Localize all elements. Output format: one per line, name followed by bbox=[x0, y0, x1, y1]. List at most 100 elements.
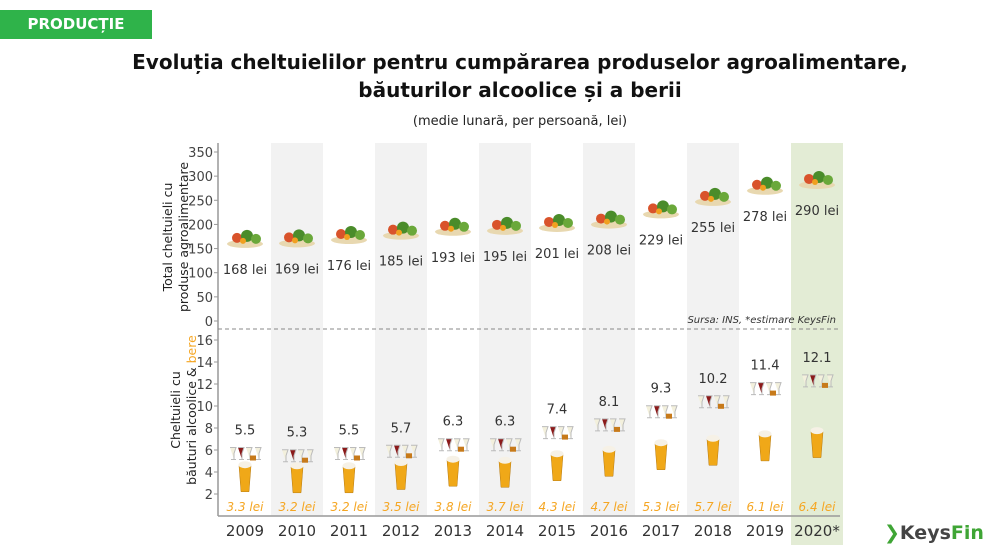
alcohol-glasses-icon bbox=[386, 444, 393, 458]
beer-foam-icon bbox=[290, 462, 304, 470]
food-basket-icon bbox=[303, 233, 313, 244]
alcohol-glasses-icon bbox=[406, 453, 412, 459]
x-tick-label: 2014 bbox=[486, 522, 524, 540]
alcohol-glasses-icon bbox=[255, 447, 262, 460]
alcohol-glasses-icon bbox=[822, 382, 828, 388]
beer-glass-icon bbox=[550, 454, 564, 481]
alcohol-glasses-icon bbox=[359, 447, 366, 460]
beer-foam-icon bbox=[238, 461, 252, 469]
food-basket-icon bbox=[604, 218, 610, 225]
food-value-label: 290 lei bbox=[795, 204, 839, 219]
beer-glass-icon bbox=[498, 461, 512, 488]
y-tick-bottom: 6 bbox=[205, 444, 213, 459]
y-tick-top: 100 bbox=[188, 267, 213, 282]
beer-glass-icon bbox=[238, 465, 252, 492]
alcohol-glasses-icon bbox=[654, 405, 661, 419]
y-tick-top: 50 bbox=[196, 291, 213, 306]
y-tick-top: 350 bbox=[188, 146, 213, 161]
alcohol-glasses-icon bbox=[342, 447, 349, 460]
beer-value-label: 6.1 lei bbox=[747, 500, 785, 514]
beer-foam-icon bbox=[706, 434, 720, 442]
alcohol-value-label: 7.4 bbox=[547, 403, 568, 418]
food-basket-icon bbox=[292, 237, 298, 244]
alcohol-glasses-icon bbox=[438, 438, 445, 452]
alcohol-glasses-icon bbox=[775, 382, 782, 396]
alcohol-glasses-icon bbox=[827, 374, 834, 388]
section-badge: PRODUCȚIE bbox=[0, 10, 152, 39]
alcohol-value-label: 6.3 bbox=[495, 415, 516, 430]
alcohol-value-label: 8.1 bbox=[599, 395, 620, 410]
beer-foam-icon bbox=[446, 455, 460, 463]
alcohol-glasses-icon bbox=[238, 447, 245, 460]
alcohol-glasses-icon bbox=[706, 395, 713, 409]
beer-glass-icon bbox=[342, 466, 356, 494]
food-basket-icon bbox=[511, 220, 521, 231]
food-value-label: 208 lei bbox=[587, 244, 631, 259]
beer-foam-icon bbox=[498, 456, 512, 464]
alcohol-glasses-icon bbox=[614, 426, 620, 432]
alcohol-value-label: 9.3 bbox=[651, 382, 672, 397]
alcohol-glasses-icon bbox=[698, 395, 705, 409]
food-basket-icon bbox=[804, 173, 814, 184]
food-value-label: 255 lei bbox=[691, 221, 735, 236]
food-basket-icon bbox=[284, 232, 294, 243]
alcohol-glasses-icon bbox=[510, 446, 516, 452]
beer-foam-icon bbox=[550, 450, 564, 458]
beer-value-label: 3.2 lei bbox=[331, 500, 369, 514]
food-basket-icon bbox=[596, 213, 606, 224]
food-basket-icon bbox=[500, 224, 506, 231]
food-basket-icon bbox=[552, 221, 558, 228]
alcohol-glasses-icon bbox=[282, 449, 289, 463]
food-basket-icon bbox=[648, 203, 658, 214]
beer-value-label: 3.2 lei bbox=[279, 500, 317, 514]
beer-glass-icon bbox=[394, 463, 408, 490]
alcohol-value-label: 5.3 bbox=[287, 426, 308, 441]
alcohol-glasses-icon bbox=[490, 438, 497, 452]
alcohol-value-label: 12.1 bbox=[803, 351, 832, 366]
alcohol-glasses-icon bbox=[334, 447, 341, 460]
beer-value-label: 4.7 lei bbox=[591, 500, 629, 514]
x-tick-label: 2016 bbox=[590, 522, 628, 540]
food-value-label: 229 lei bbox=[639, 233, 683, 248]
x-tick-label: 2015 bbox=[538, 522, 576, 540]
alcohol-glasses-icon bbox=[750, 382, 757, 396]
y-tick-bottom: 14 bbox=[196, 356, 213, 371]
beer-foam-icon bbox=[810, 427, 824, 435]
food-basket-icon bbox=[336, 229, 346, 240]
food-basket-icon bbox=[823, 174, 833, 185]
food-value-label: 168 lei bbox=[223, 263, 267, 278]
column-band bbox=[791, 143, 843, 545]
y-label-bottom: Cheltuieli cubăuturi alcoolice & bere bbox=[168, 335, 199, 485]
alcohol-glasses-icon bbox=[550, 426, 557, 440]
food-basket-icon bbox=[448, 225, 454, 232]
alcohol-glasses-icon bbox=[230, 447, 237, 460]
alcohol-glasses-icon bbox=[290, 449, 297, 463]
y-tick-bottom: 4 bbox=[205, 466, 213, 481]
beer-foam-icon bbox=[342, 462, 356, 470]
food-basket-icon bbox=[232, 232, 242, 243]
food-basket-icon bbox=[407, 225, 417, 236]
food-basket-icon bbox=[355, 230, 365, 241]
alcohol-glasses-icon bbox=[602, 418, 609, 432]
title-line-2: băuturilor alcoolice și a berii bbox=[358, 78, 682, 102]
food-basket-icon bbox=[771, 180, 781, 191]
alcohol-glasses-icon bbox=[458, 446, 464, 452]
beer-foam-icon bbox=[602, 445, 616, 453]
alcohol-glasses-icon bbox=[770, 390, 776, 396]
food-basket-icon bbox=[544, 216, 554, 227]
x-tick-label: 2011 bbox=[330, 522, 368, 540]
alcohol-glasses-icon bbox=[671, 405, 678, 419]
y-tick-bottom: 12 bbox=[196, 378, 213, 393]
alcohol-value-label: 10.2 bbox=[699, 372, 728, 387]
beer-foam-icon bbox=[394, 459, 408, 466]
food-basket-icon bbox=[719, 191, 729, 202]
food-value-label: 176 lei bbox=[327, 259, 371, 274]
alcohol-glasses-icon bbox=[723, 395, 730, 409]
beer-value-label: 5.7 lei bbox=[695, 500, 733, 514]
food-basket-icon bbox=[615, 214, 625, 225]
food-basket-icon bbox=[251, 233, 261, 244]
alcohol-glasses-icon bbox=[354, 455, 360, 461]
food-basket-icon bbox=[440, 220, 450, 231]
beer-glass-icon bbox=[602, 450, 616, 477]
